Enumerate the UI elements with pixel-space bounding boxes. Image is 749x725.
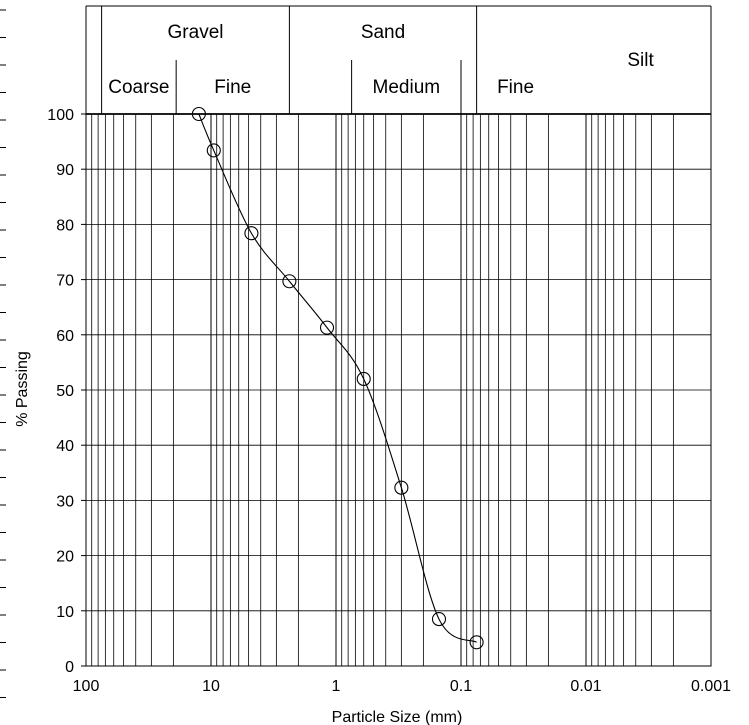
axes xyxy=(0,9,712,698)
x-tick-label: 100 xyxy=(73,678,100,695)
x-axis-label: Particle Size (mm) xyxy=(332,709,463,725)
header-group-silt: Silt xyxy=(627,50,654,71)
header-group-gravel: Gravel xyxy=(168,22,224,43)
x-tick-label: 10 xyxy=(202,678,220,695)
y-tick-label: 50 xyxy=(56,383,74,400)
y-tick-label: 60 xyxy=(56,328,74,345)
tick-labels: 0 10 20 30 40 50 60 70 80 90 100 100 10 1 0.1 0.01 0.001 xyxy=(47,107,731,695)
data-point-6 xyxy=(356,371,371,387)
data-point-8 xyxy=(431,612,447,627)
data-point-1 xyxy=(191,106,206,122)
classification-header: Gravel Coarse Fine Sand Medium Fine Silt xyxy=(85,5,712,114)
x-tick-label: 1 xyxy=(332,678,341,695)
y-tick-label: 80 xyxy=(56,217,74,234)
y-tick-label: 70 xyxy=(56,273,74,290)
header-sub-coarse: Coarse xyxy=(108,77,169,98)
grading-curve xyxy=(198,113,477,643)
x-tick-label: 0.1 xyxy=(450,678,472,695)
data-curve-layer xyxy=(198,113,477,643)
header-group-sand: Sand xyxy=(361,22,405,43)
data-points-layer xyxy=(191,106,484,650)
y-tick-label: 40 xyxy=(56,438,74,455)
data-point-3 xyxy=(244,226,259,241)
y-tick-label: 100 xyxy=(47,107,74,124)
data-point-9 xyxy=(469,635,484,650)
y-tick-label: 0 xyxy=(65,659,74,676)
header-sub-fine: Fine xyxy=(214,77,251,98)
y-axis-label: % Passing xyxy=(14,351,31,427)
plot-grid xyxy=(86,113,712,667)
y-tick-label: 90 xyxy=(56,162,74,179)
data-point-7 xyxy=(394,480,409,495)
y-tick-label: 30 xyxy=(56,493,74,510)
y-tick-label: 20 xyxy=(56,549,74,566)
x-tick-label: 0.001 xyxy=(691,678,731,695)
y-tick-label: 10 xyxy=(56,604,74,621)
header-sub-medium: Medium xyxy=(373,77,441,98)
header-sub-fine: Fine xyxy=(497,77,534,98)
data-point-2 xyxy=(206,143,221,158)
data-point-4 xyxy=(282,274,297,289)
data-point-5 xyxy=(319,320,335,335)
x-tick-label: 0.01 xyxy=(570,678,601,695)
